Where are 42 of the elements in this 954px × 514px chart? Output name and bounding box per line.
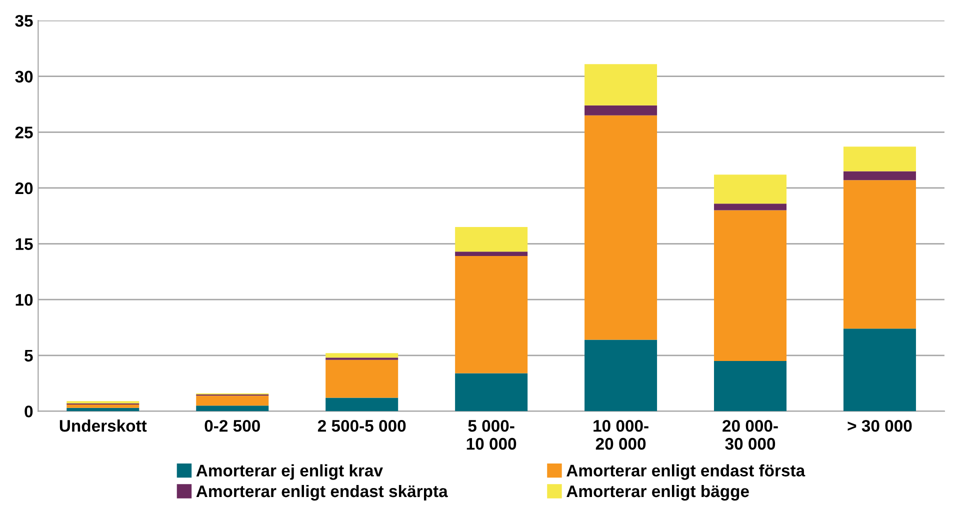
x-tick-label: 5 000- 10 000 — [466, 420, 516, 450]
bar — [584, 115, 658, 340]
y-tick-label: 0 — [24, 406, 33, 418]
legend-label: Amorterar ej enligt krav — [196, 464, 383, 480]
y-tick-label: 25 — [15, 126, 33, 138]
x-tick-label: 20 000- 30 000 — [722, 420, 778, 450]
bar — [455, 373, 528, 412]
bar — [66, 404, 140, 408]
legend-label: Amorterar enligt endast första — [566, 464, 806, 480]
bar — [714, 174, 787, 204]
bar — [584, 105, 658, 116]
x-tick-label: 0-2 500 — [204, 420, 260, 432]
bar — [455, 252, 528, 256]
y-tick-label: 30 — [15, 70, 33, 83]
bar — [455, 256, 528, 374]
bar — [714, 210, 787, 361]
bar — [843, 146, 916, 172]
bar — [584, 64, 658, 106]
legend-label: Amorterar enligt endast skärpta — [196, 484, 448, 501]
bar — [66, 408, 140, 412]
bar — [843, 180, 916, 329]
x-tick-label: 10 000- 20 000 — [594, 420, 648, 450]
x-tick-label: > 30 000 — [848, 420, 912, 432]
bar — [455, 227, 528, 252]
bar — [584, 340, 658, 412]
y-tick-label: 20 — [15, 182, 33, 194]
bar — [196, 396, 269, 406]
y-tick-label: 10 — [16, 294, 33, 306]
bar — [326, 398, 398, 412]
bar — [196, 406, 269, 412]
bar — [843, 171, 916, 180]
x-tick-label: 2 500-5 000 — [318, 420, 406, 432]
x-tick-label: Underskott — [60, 420, 147, 432]
bar — [843, 328, 916, 412]
legend-label: Amorterar enligt bägge — [566, 484, 749, 501]
y-tick-label: 15 — [16, 238, 33, 250]
bar — [326, 353, 398, 358]
bar — [714, 204, 787, 210]
y-tick-label: 35 — [15, 14, 33, 27]
bar — [326, 360, 398, 398]
bar — [714, 360, 787, 412]
y-tick-label: 5 — [24, 350, 33, 362]
